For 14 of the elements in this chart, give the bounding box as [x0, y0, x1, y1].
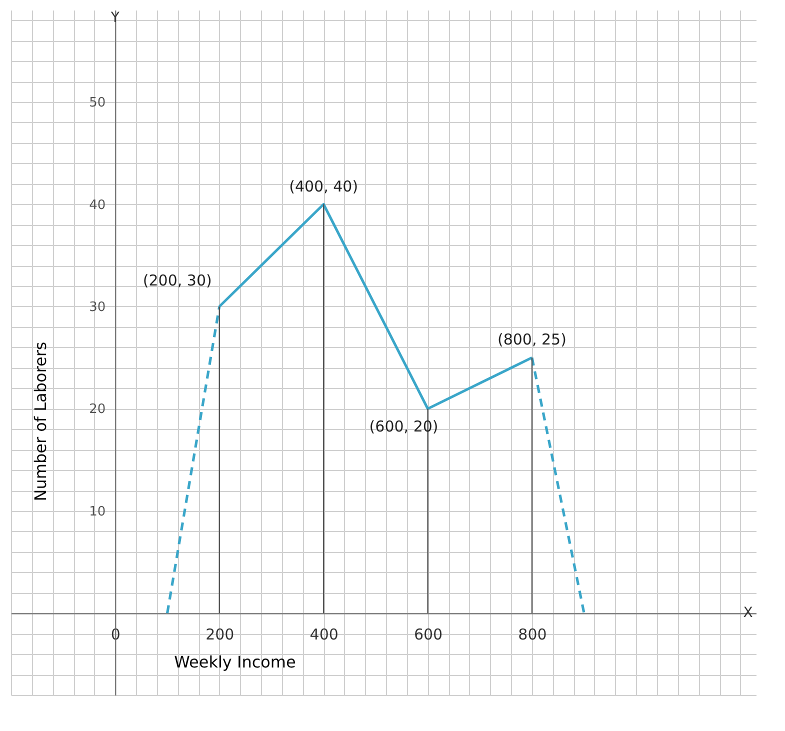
y-tick-label: 40	[89, 198, 106, 213]
x-tick-label: 200	[206, 626, 234, 644]
x-axis-title: Weekly Income	[174, 652, 296, 672]
y-tick-label: 10	[89, 504, 106, 520]
annotation: (400, 40)	[289, 177, 358, 196]
y-tick-label: 30	[89, 300, 106, 315]
x-tick-label: 400	[310, 626, 338, 644]
y-tick-label: 20	[89, 402, 106, 418]
y-tick-label: 50	[89, 96, 106, 111]
y-axis-title: Number of Laborers	[31, 342, 50, 502]
x-tick-label: 600	[414, 626, 443, 644]
x-tick-label: 800	[518, 626, 547, 644]
annotation: (200, 30)	[142, 271, 212, 290]
annotation: (800, 25)	[497, 330, 566, 349]
